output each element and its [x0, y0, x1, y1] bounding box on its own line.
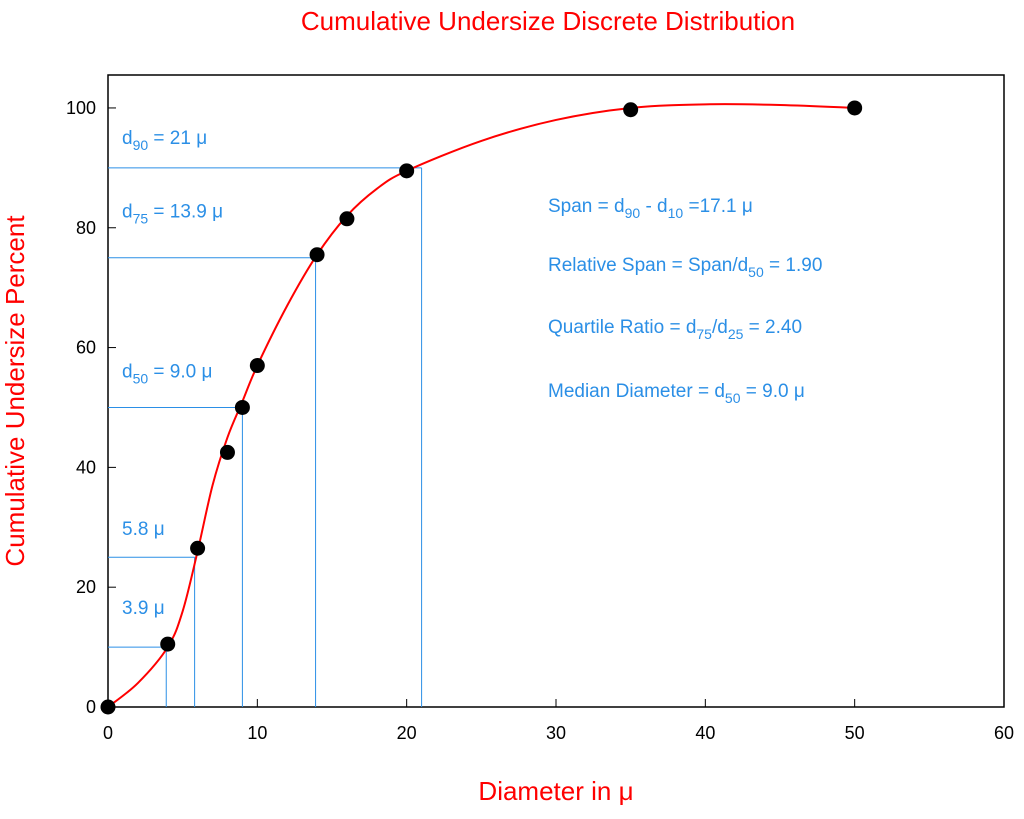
y-tick-label: 20	[76, 577, 96, 597]
data-point	[309, 247, 325, 263]
y-axis-label: Cumulative Undersize Percent	[0, 215, 30, 567]
text-part: 50	[725, 390, 741, 406]
x-tick-label: 60	[994, 723, 1014, 743]
text-part: = 9.0 μ	[148, 361, 212, 382]
fit-curve	[107, 103, 855, 708]
reference-label: d90 = 21 μ	[122, 128, 207, 153]
text-part: 10	[668, 205, 684, 221]
data-point	[160, 636, 176, 652]
x-tick-label: 30	[546, 723, 566, 743]
text-part: 90	[133, 137, 149, 153]
text-part: = 1.90	[764, 255, 823, 276]
text-part: d	[122, 128, 133, 149]
text-part: 75	[133, 211, 149, 227]
text-part: = 2.40	[743, 317, 802, 338]
annotation: Median Diameter = d50 = 9.0 μ	[548, 381, 805, 406]
text-part: 5.8 μ	[122, 519, 165, 540]
reference-label: d50 = 9.0 μ	[122, 361, 212, 386]
text-part: 50	[748, 264, 764, 280]
data-point	[190, 540, 206, 556]
text-part: d	[122, 361, 133, 382]
data-point	[847, 100, 863, 116]
y-tick-label: 0	[86, 697, 96, 717]
annotation: Relative Span = Span/d50 = 1.90	[548, 255, 822, 280]
x-tick-label: 50	[845, 723, 865, 743]
text-part: 90	[625, 205, 641, 221]
x-tick-label: 10	[247, 723, 267, 743]
data-point	[100, 699, 116, 715]
x-tick-label: 0	[103, 723, 113, 743]
text-part: Span = d	[548, 196, 625, 217]
y-tick-label: 100	[66, 98, 96, 118]
text-part: 25	[728, 326, 744, 342]
data-point	[399, 163, 415, 179]
text-part: 3.9 μ	[122, 598, 165, 619]
data-point	[339, 211, 355, 227]
text-part: Quartile Ratio = d	[548, 317, 696, 338]
x-axis-label: Diameter in μ	[478, 776, 633, 806]
text-part: = 21 μ	[148, 128, 207, 149]
text-part: =17.1 μ	[683, 196, 753, 217]
y-tick-label: 40	[76, 457, 96, 477]
text-part: 75	[696, 326, 712, 342]
data-point	[623, 102, 639, 118]
annotation: Span = d90 - d10 =17.1 μ	[548, 196, 753, 221]
reference-label: d75 = 13.9 μ	[122, 202, 223, 227]
x-tick-label: 20	[397, 723, 417, 743]
text-part: d	[122, 202, 133, 223]
x-tick-label: 40	[695, 723, 715, 743]
data-point	[234, 399, 250, 415]
text-part: - d	[640, 196, 667, 217]
data-point	[249, 358, 265, 374]
data-point	[219, 444, 235, 460]
y-tick-label: 80	[76, 218, 96, 238]
text-part: = 9.0 μ	[740, 381, 804, 402]
text-part: /d	[712, 317, 728, 338]
text-part: 50	[133, 370, 149, 386]
text-part: Median Diameter = d	[548, 381, 725, 402]
reference-label: 3.9 μ	[122, 598, 165, 619]
text-part: Relative Span = Span/d	[548, 255, 748, 276]
annotation: Quartile Ratio = d75/d25 = 2.40	[548, 317, 802, 342]
reference-label: 5.8 μ	[122, 519, 165, 540]
y-tick-label: 60	[76, 338, 96, 358]
chart-title: Cumulative Undersize Discrete Distributi…	[301, 6, 795, 36]
text-part: = 13.9 μ	[148, 202, 223, 223]
